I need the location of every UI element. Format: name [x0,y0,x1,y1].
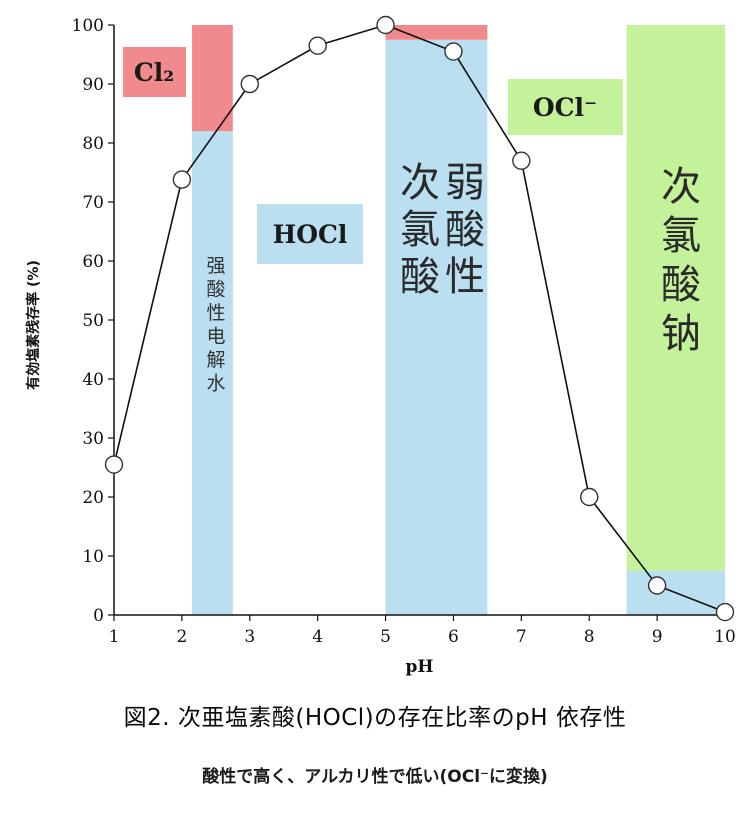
hocl-label-box [257,204,363,264]
series-line [113,24,726,613]
y-tick-label: 70 [82,193,104,213]
x-tick-label: 10 [714,627,736,647]
x-tick-label: 4 [312,627,323,647]
data-point [444,42,463,61]
y-tick-label: 30 [82,429,104,449]
band-1-lower [192,131,233,615]
x-tick-label: 8 [584,627,595,647]
cl2-label-box [123,47,186,97]
y-tick-label: 90 [82,75,104,95]
y-tick-label: 40 [82,370,104,390]
band-3-upper [626,25,725,571]
band-2-upper [385,25,488,40]
y-tick-label: 80 [82,134,104,154]
data-point [104,455,124,474]
y-tick-label: 60 [82,252,104,272]
axes: 0 10 20 30 40 50 60 70 80 90 100 1 2 3 4 5 6 7 8 9 10 pH 有効塩素残… [25,16,736,677]
cl2-label: Cl₂ [134,58,174,87]
data-point [172,170,192,189]
band-2-vertical-label-2: 次氯酸 [400,160,440,300]
x-axis-title: pH [406,657,434,677]
band-2-vertical-label-1: 弱酸性 [445,160,485,300]
ocl-label: OCl⁻ [533,93,597,122]
x-tick-label: 9 [652,627,663,647]
x-tick-label: 1 [109,627,120,647]
data-point [376,15,395,35]
y-tick-label: 50 [82,311,104,331]
data-point [240,74,259,94]
x-tick-label: 5 [380,627,391,647]
x-tick-label: 7 [516,627,527,647]
ocl-label-box [508,79,623,135]
figure-caption-subtitle: 酸性で高く、アルカリ性で低い(OCl⁻に変換) [202,767,548,787]
data-point [715,602,735,622]
band-3-vertical-label: 次氯酸钠 [661,164,701,357]
y-tick-label: 20 [82,488,104,508]
y-axis-title: 有効塩素残存率 (%) [25,260,42,390]
y-tick-label: 100 [72,16,104,36]
data-point [512,151,531,170]
data-point [308,36,327,55]
x-tick-label: 3 [244,627,255,647]
band-1-vertical-label: 强酸性电解水 [206,255,225,395]
data-series [104,15,735,622]
y-tick-label: 10 [82,547,104,567]
ph-bands [192,25,725,615]
band-1-upper [192,25,233,132]
hocl-label: HOCl [273,220,348,249]
x-tick-label: 6 [448,627,459,647]
band-2-lower [385,39,488,615]
figure-caption-title: 図2. 次亜塩素酸(HOCl)の存在比率のpH 依存性 [123,705,627,731]
data-point [580,487,599,507]
y-tick-label: 0 [93,606,104,626]
data-point [647,576,667,595]
x-tick-label: 2 [176,627,187,647]
